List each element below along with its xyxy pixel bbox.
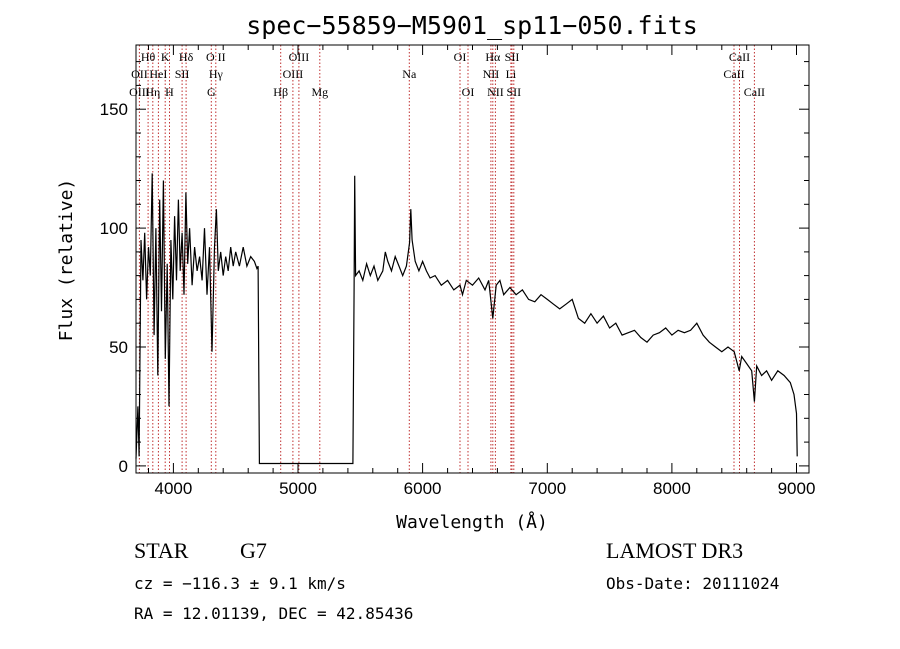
- chart-title: spec−55859−M5901_sp11−050.fits: [246, 11, 698, 40]
- line-label: NII: [487, 85, 504, 99]
- line-label: OI: [454, 50, 467, 64]
- line-label: G: [207, 85, 216, 99]
- line-label: OIII: [129, 85, 150, 99]
- line-label: Li: [506, 67, 517, 81]
- line-label: Hβ: [273, 85, 288, 99]
- spectral-line-markers: [138, 45, 755, 473]
- line-label: NII: [483, 67, 500, 81]
- line-label: SII: [175, 67, 190, 81]
- line-label: OIII: [283, 67, 304, 81]
- line-label: OII: [131, 67, 148, 81]
- line-label: CaII: [723, 67, 744, 81]
- line-label: SII: [505, 50, 520, 64]
- line-label: SII: [506, 85, 521, 99]
- spectrum-line: [135, 173, 798, 465]
- line-label: CaII: [729, 50, 750, 64]
- line-label: Na: [402, 67, 417, 81]
- redshift-line: cz = −116.3 ± 9.1 km/s: [134, 574, 346, 593]
- spectrum-series: [135, 173, 798, 465]
- x-tick-label: 5000: [279, 479, 317, 498]
- object-subclass: G7: [240, 538, 267, 563]
- line-label: Hδ: [179, 50, 194, 64]
- axis-ticks: 4000 5000 6000 7000 8000 9000 0 50 100 150: [100, 45, 816, 498]
- line-label: HeI: [149, 67, 167, 81]
- line-label: K: [161, 50, 170, 64]
- y-tick-label: 0: [119, 457, 128, 476]
- line-label: Hγ: [209, 67, 224, 81]
- line-label: Hα: [485, 50, 501, 64]
- survey-name: LAMOST DR3: [606, 538, 743, 563]
- y-axis-label: Flux (relative): [56, 179, 77, 342]
- y-tick-label: 50: [109, 338, 128, 357]
- line-label: H: [165, 85, 174, 99]
- x-tick-label: 4000: [154, 479, 192, 498]
- y-tick-label: 100: [100, 219, 128, 238]
- obs-date: Obs-Date: 20111024: [606, 574, 779, 593]
- line-label: O II: [206, 50, 226, 64]
- line-label: CaII: [744, 85, 765, 99]
- coordinates: RA = 12.01139, DEC = 42.85436: [134, 604, 413, 623]
- line-label: OIII: [289, 50, 310, 64]
- x-tick-label: 6000: [404, 479, 442, 498]
- line-label: OI: [462, 85, 475, 99]
- x-tick-label: 7000: [528, 479, 566, 498]
- y-tick-label: 150: [100, 100, 128, 119]
- line-label: Hη: [145, 85, 160, 99]
- line-label: Mg: [311, 85, 328, 99]
- object-class: STAR: [134, 538, 189, 563]
- x-axis-label: Wavelength (Å): [396, 511, 548, 533]
- x-tick-label: 9000: [778, 479, 816, 498]
- line-label: Hθ: [141, 50, 156, 64]
- x-tick-label: 8000: [653, 479, 691, 498]
